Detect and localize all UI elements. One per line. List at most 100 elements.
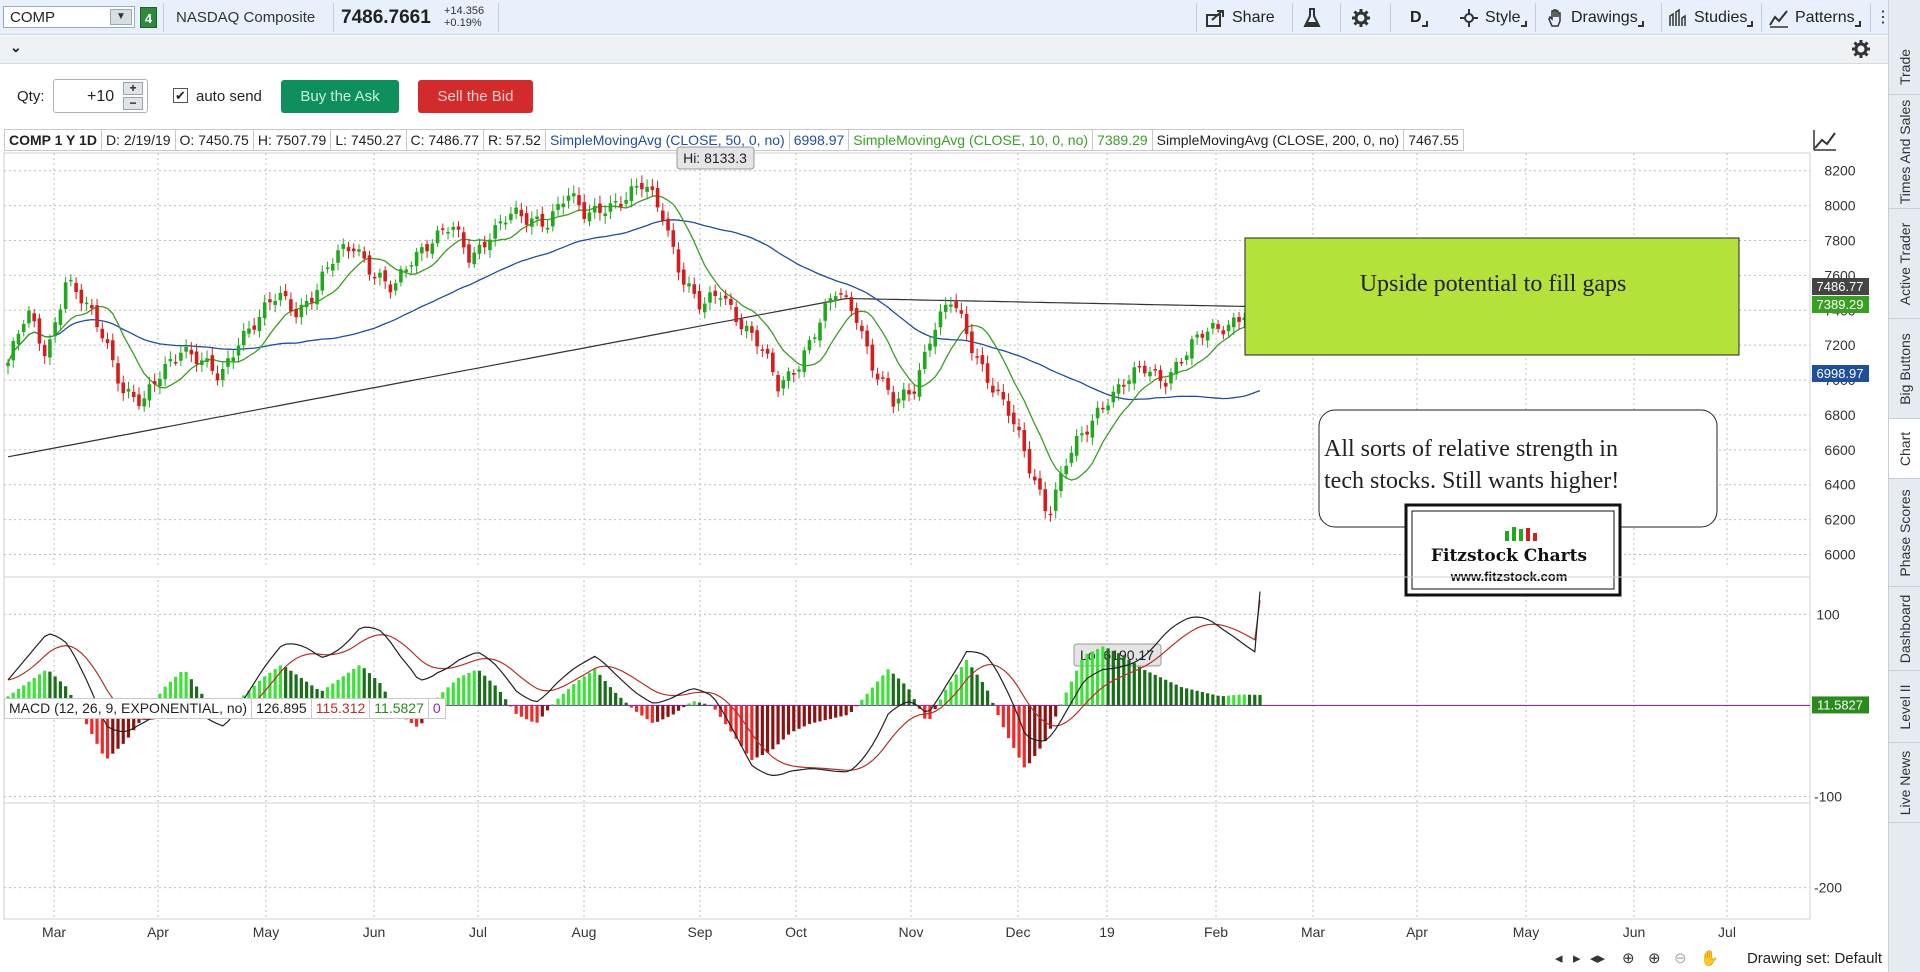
macd-histogram-bar <box>729 705 733 732</box>
candle-body <box>833 296 838 301</box>
upside-annotation-text: Upside potential to fill gaps <box>1360 271 1627 297</box>
macd-histogram-bar <box>566 688 571 706</box>
macd-histogram-bar <box>58 681 62 706</box>
toolbar-divider <box>1340 3 1341 32</box>
share-button[interactable]: Share <box>1206 0 1275 35</box>
candle-body <box>32 313 36 322</box>
side-tab-phase-scores[interactable]: Phase Scores <box>1889 479 1920 587</box>
candle-body <box>514 207 518 214</box>
macd-histogram-bar <box>121 705 125 744</box>
side-tab-times-and-sales[interactable]: Times And Sales <box>1889 95 1920 209</box>
upside-annotation-box[interactable] <box>1244 237 1740 356</box>
menu-icon[interactable]: ⋮ <box>1875 9 1891 26</box>
drawing-set-selector[interactable]: Drawing set: Default <box>1746 950 1882 967</box>
macd-histogram-bar <box>1038 705 1042 749</box>
scroll-left-icon[interactable]: ◂ <box>1555 950 1563 967</box>
candle-body <box>975 356 979 358</box>
side-tab-level-ii[interactable]: Level II <box>1889 671 1920 743</box>
qty-stepper[interactable]: +10 + − <box>53 79 148 113</box>
price-chart[interactable]: 6000620064006600680070007200740076007800… <box>0 125 1888 940</box>
buy-ask-button[interactable]: Buy the Ask <box>281 80 399 113</box>
style-button[interactable]: Style <box>1459 0 1527 35</box>
candle-body <box>482 241 487 248</box>
macd-histogram-bar <box>860 699 864 706</box>
candle-body <box>241 331 246 346</box>
sma200-label[interactable]: SimpleMovingAvg (CLOSE, 200, 0, no) <box>1152 129 1405 151</box>
macd-histogram-bar <box>100 705 104 754</box>
candle-body <box>755 330 759 347</box>
sma50-label[interactable]: SimpleMovingAvg (CLOSE, 50, 0, no) <box>545 129 790 151</box>
pan-hand-icon[interactable]: ✋ <box>1700 950 1719 967</box>
macd-histogram-bar <box>477 670 482 706</box>
drawings-button[interactable]: Drawings <box>1545 0 1644 35</box>
macd-histogram-bar <box>1006 705 1011 739</box>
symbol-selector[interactable]: COMP ▼ <box>3 6 135 28</box>
side-tab-trade[interactable]: Trade <box>1889 40 1920 95</box>
macd-histogram-bar <box>949 681 953 706</box>
candle-body <box>262 302 267 319</box>
macd-header: MACD (12, 26, 9, EXPONENTIAL, no) 126.89… <box>4 698 446 719</box>
patterns-button[interactable]: Patterns <box>1769 0 1861 35</box>
zoom-out-icon[interactable]: ⊖ <box>1674 950 1687 967</box>
macd-pane[interactable]: 100 -100 -200 11.5827 <box>3 576 1869 920</box>
close-price-badge: 7486.77 <box>1812 278 1869 295</box>
candle-body <box>901 389 906 401</box>
macd-histogram-bar <box>1022 705 1026 768</box>
qty-decrement-button[interactable]: − <box>123 97 143 110</box>
candle-body <box>1038 478 1042 490</box>
sma10-label[interactable]: SimpleMovingAvg (CLOSE, 10, 0, no) <box>849 129 1094 151</box>
macd-tick-label: -200 <box>1814 880 1842 896</box>
crosshair-icon[interactable]: ⊕ <box>1622 950 1635 967</box>
candle-body <box>1190 339 1194 359</box>
side-tab-live-news[interactable]: Live News <box>1889 743 1920 823</box>
flask-button[interactable] <box>1303 0 1321 35</box>
toolbar-divider <box>1292 3 1293 32</box>
bar-close: C: 7486.77 <box>406 129 484 151</box>
macd-histogram-bar <box>750 705 754 760</box>
macd-histogram-bar <box>446 687 450 706</box>
sell-bid-button[interactable]: Sell the Bid <box>418 80 533 113</box>
qty-increment-button[interactable]: + <box>123 82 143 95</box>
studies-button[interactable]: Studies <box>1668 0 1754 35</box>
candle-body <box>781 380 786 389</box>
side-tab-dashboard[interactable]: Dashboard <box>1889 587 1920 671</box>
bar-high: H: 7507.79 <box>253 129 332 151</box>
drawing-tool-icon[interactable] <box>1812 128 1838 155</box>
settings-button[interactable] <box>1351 0 1371 35</box>
collapse-chevron-icon[interactable]: ⌄ <box>10 39 22 55</box>
zoom-in-icon[interactable]: ⊕ <box>1648 950 1661 967</box>
timeframe-button[interactable]: D <box>1410 0 1428 35</box>
time-tick-label: Oct <box>785 924 807 940</box>
chevron-down-icon[interactable]: ▼ <box>110 9 132 25</box>
macd-histogram-bar <box>954 674 958 706</box>
candle-body <box>713 290 717 296</box>
candle-body <box>1174 361 1178 375</box>
candle-body <box>540 213 545 227</box>
side-tab-label: Trade <box>1897 48 1913 86</box>
macd-label[interactable]: MACD (12, 26, 9, EXPONENTIAL, no) <box>4 698 253 719</box>
candle-body <box>561 203 566 208</box>
candle-body <box>194 351 199 365</box>
macd-histogram-bar <box>886 669 890 706</box>
macd-histogram-bar <box>776 705 780 745</box>
macd-histogram-bar <box>273 669 277 706</box>
side-tab-label: Times And Sales <box>1897 99 1913 204</box>
expand-time-icon[interactable]: ◂▸ <box>1590 950 1606 967</box>
candle-body <box>210 355 215 371</box>
macd-histogram-bar <box>1017 705 1021 758</box>
side-tab-chart[interactable]: Chart <box>1889 419 1920 479</box>
candle-body <box>1116 384 1121 394</box>
chart-settings-button[interactable] <box>1851 39 1871 62</box>
scroll-right-icon[interactable]: ▸ <box>1573 950 1581 967</box>
price-tick-label: 6600 <box>1824 442 1855 458</box>
link-group-badge[interactable]: 4 <box>140 7 157 28</box>
side-tab-big-buttons[interactable]: Big Buttons <box>1889 319 1920 419</box>
auto-send-checkbox[interactable]: ✔ <box>173 88 188 103</box>
candle-body <box>58 309 63 325</box>
side-tab-active-trader[interactable]: Active Trader <box>1889 209 1920 319</box>
candle-body <box>849 297 854 311</box>
macd-histogram-bar <box>933 705 937 710</box>
candle-body <box>252 325 257 330</box>
candle-body <box>1090 420 1095 438</box>
macd-histogram-bar <box>1033 705 1037 756</box>
